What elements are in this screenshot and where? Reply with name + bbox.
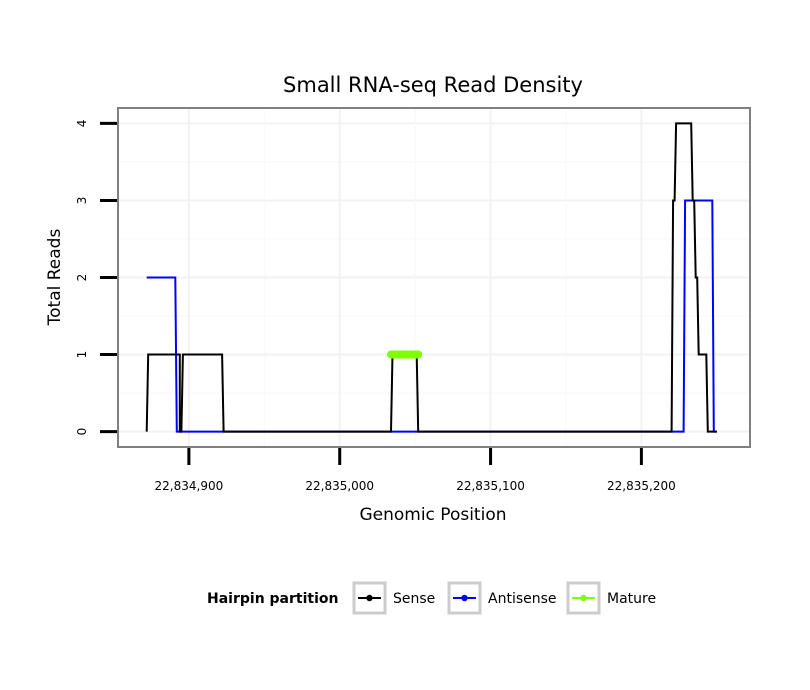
x-tick-label: 22,835,100 [456,479,525,493]
legend-label-antisense: Antisense [488,591,557,607]
legend-swatch-dot-sense [366,594,373,602]
legend: Hairpin partition Sense Antisense Mature [207,581,656,615]
series-line-sense [145,122,717,433]
chart-title: Small RNA-seq Read Density [283,73,583,97]
x-tick-label: 22,835,000 [305,479,374,493]
legend-label-sense: Sense [393,591,435,607]
plot-border [117,107,751,448]
legend-item-mature: Mature [566,581,656,615]
y-tick-label: 4 [75,120,89,128]
y-axis-label: Total Reads [45,229,65,327]
series-lines [145,122,717,433]
legend-title: Hairpin partition [207,591,338,607]
legend-swatch-dot-mature [580,594,587,602]
y-tick-label: 1 [75,351,89,359]
legend-label-mature: Mature [607,591,656,607]
y-tick-label: 2 [75,274,89,282]
series-line-antisense [146,199,717,433]
y-axis: 0 1 2 3 4 [75,120,117,436]
x-tick-label: 22,835,200 [607,479,676,493]
y-tick-label: 0 [75,428,89,436]
x-tick-label: 22,834,900 [155,479,224,493]
x-axis: 22,834,900 22,835,000 22,835,100 22,835,200 [155,448,676,493]
x-axis-label: Genomic Position [359,505,506,525]
legend-item-sense: Sense [352,581,435,615]
legend-item-antisense: Antisense [447,581,557,615]
y-tick-label: 3 [75,197,89,205]
legend-swatch-dot-antisense [461,594,468,602]
